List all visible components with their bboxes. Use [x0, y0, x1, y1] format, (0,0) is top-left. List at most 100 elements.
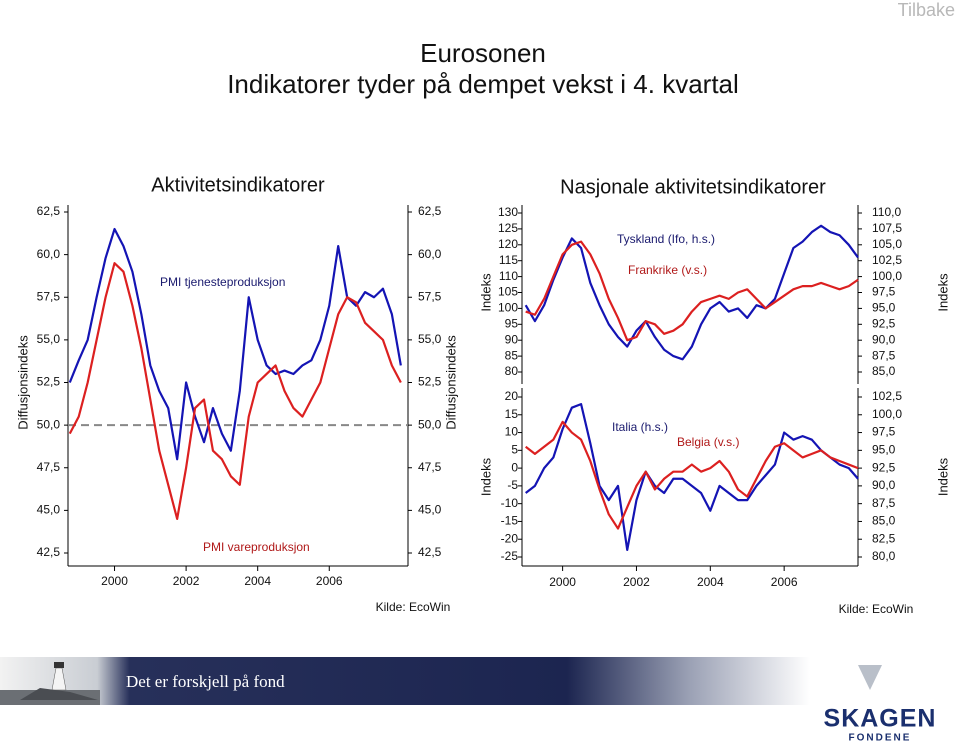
y2-tick-label: 107,5: [872, 221, 902, 235]
y2-axis-label: Indeks: [935, 457, 950, 496]
source-note: Kilde: EcoWin: [376, 600, 451, 614]
y2-tick-label: 42,5: [418, 545, 442, 559]
series-line: [525, 420, 859, 530]
y2-tick-label: 95,0: [872, 301, 896, 315]
series-label: Tyskland (Ifo, h.s.): [617, 232, 715, 246]
y2-tick-label: 55,0: [418, 332, 442, 346]
y2-tick-label: 60,0: [418, 247, 442, 261]
y-axis-label: Indeks: [478, 457, 493, 496]
y2-tick-label: 52,5: [418, 375, 442, 389]
y2-tick-label: 100,0: [872, 269, 902, 283]
y2-tick-label: 97,5: [872, 285, 896, 299]
series-line: [525, 403, 859, 551]
y2-axis-label: Indeks: [935, 273, 950, 312]
y2-tick-label: 105,0: [872, 237, 902, 251]
x-tick-label: 2006: [316, 574, 343, 588]
x-tick-label: 2004: [697, 575, 724, 589]
y-tick-label: 130: [498, 205, 518, 219]
x-tick-label: 2000: [101, 574, 128, 588]
y2-tick-label: 110,0: [872, 205, 901, 219]
lighthouse: [0, 662, 100, 705]
y-tick-label: 120: [498, 237, 518, 251]
y-tick-label: 110: [499, 269, 518, 283]
y-tick-label: 125: [498, 221, 518, 235]
y-tick-label: 0: [511, 460, 518, 474]
y2-axis-label: Diffusjonsindeks: [443, 335, 458, 430]
y2-tick-label: 90,0: [872, 332, 896, 346]
y-tick-label: 55,0: [37, 332, 61, 346]
y-tick-label: 60,0: [37, 247, 61, 261]
series-line: [68, 262, 402, 520]
y-tick-label: 10: [505, 425, 519, 439]
x-tick-label: 2004: [244, 574, 271, 588]
y2-tick-label: 62,5: [418, 204, 442, 218]
y-tick-label: 20: [505, 389, 519, 403]
series-line: [525, 240, 859, 342]
y-tick-label: 15: [505, 407, 519, 421]
series-label: Italia (h.s.): [612, 420, 668, 434]
x-tick-label: 2002: [623, 575, 650, 589]
y-tick-label: 90: [505, 332, 519, 346]
y2-tick-label: 47,5: [418, 460, 442, 474]
x-tick-label: 2002: [173, 574, 200, 588]
series-line: [68, 227, 402, 461]
y-tick-label: -25: [501, 549, 519, 563]
y2-tick-label: 90,0: [872, 478, 896, 492]
chart-title: Nasjonale aktivitetsindikatorer: [560, 176, 826, 198]
y2-tick-label: 45,0: [418, 503, 442, 517]
back-link[interactable]: Tilbake: [898, 0, 955, 20]
y2-tick-label: 85,0: [872, 514, 896, 528]
y-tick-label: 57,5: [37, 289, 61, 303]
y-tick-label: -15: [501, 514, 519, 528]
logo: SKAGEN FONDENE: [824, 665, 937, 743]
y-tick-label: 50,0: [37, 417, 61, 431]
chart-title: Aktivitetsindikatorer: [151, 174, 325, 196]
y-tick-label: -20: [501, 531, 519, 545]
y-tick-label: -10: [501, 496, 519, 510]
y-tick-label: 100: [498, 301, 518, 315]
slide-subtitle: Indikatorer tyder på dempet vekst i 4. k…: [227, 69, 739, 99]
y-tick-label: 105: [498, 285, 518, 299]
y2-tick-label: 92,5: [872, 316, 896, 330]
y2-tick-label: 97,5: [872, 425, 896, 439]
y2-tick-label: 95,0: [872, 443, 896, 457]
y2-tick-label: 87,5: [872, 348, 896, 362]
source-note: Kilde: EcoWin: [839, 602, 914, 616]
series-line: [524, 224, 859, 361]
y-axis-label: Diffusjonsindeks: [15, 335, 30, 430]
y-tick-label: 45,0: [37, 503, 61, 517]
y-tick-label: 5: [511, 443, 518, 457]
x-tick-label: 2000: [549, 575, 576, 589]
y2-tick-label: 82,5: [872, 531, 896, 545]
series-label: PMI tjenesteproduksjon: [160, 275, 285, 289]
y-tick-label: 95: [505, 316, 519, 330]
series-label: Frankrike (v.s.): [628, 263, 707, 277]
y2-tick-label: 85,0: [872, 364, 896, 378]
y-axis-label: Indeks: [478, 273, 493, 312]
series-label: Belgia (v.s.): [677, 435, 739, 449]
y-tick-label: -5: [507, 478, 518, 492]
y2-tick-label: 102,5: [872, 253, 902, 267]
footer-band: [0, 657, 810, 705]
y2-tick-label: 100,0: [872, 407, 902, 421]
y-tick-label: 115: [499, 253, 518, 267]
footer-slogan: Det er forskjell på fond: [126, 672, 285, 691]
series-label: PMI vareproduksjon: [203, 540, 310, 554]
y-tick-label: 62,5: [37, 204, 61, 218]
x-tick-label: 2006: [771, 575, 798, 589]
logo-sub: FONDENE: [849, 733, 912, 743]
y2-tick-label: 57,5: [418, 289, 442, 303]
y2-tick-label: 102,5: [872, 389, 902, 403]
y2-tick-label: 50,0: [418, 417, 442, 431]
y-tick-label: 52,5: [37, 375, 61, 389]
y-tick-label: 80: [505, 364, 519, 378]
slide-title: Eurosonen: [420, 38, 546, 68]
y-tick-label: 47,5: [37, 460, 61, 474]
logo-name: SKAGEN: [824, 705, 937, 733]
y2-tick-label: 87,5: [872, 496, 896, 510]
y-tick-label: 85: [505, 348, 519, 362]
y2-tick-label: 92,5: [872, 460, 896, 474]
y-tick-label: 42,5: [37, 545, 61, 559]
